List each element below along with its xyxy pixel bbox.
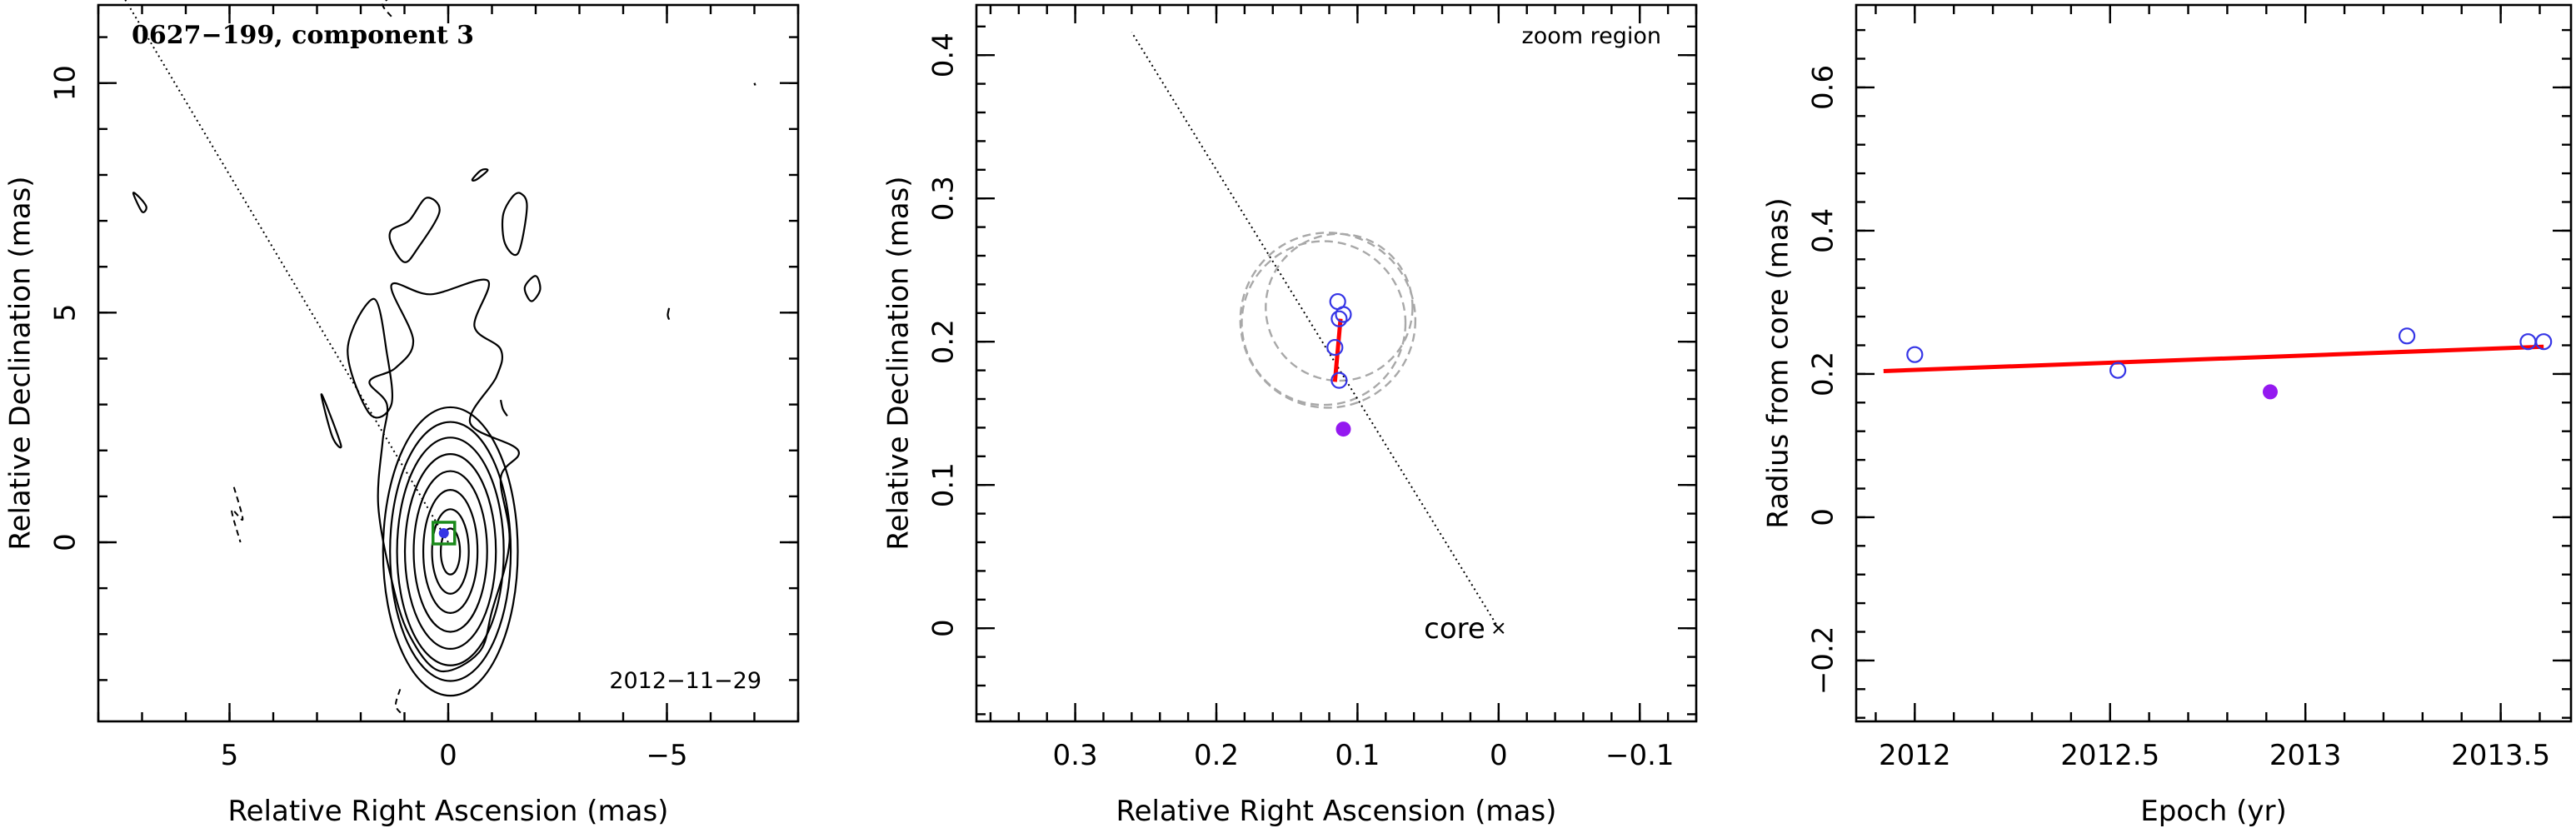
open-point [2109,362,2127,379]
jet-contour [347,297,394,419]
component-dot [438,527,449,538]
panel2-frame [975,3,1698,723]
x-tick-label: 2012 [1879,739,1951,772]
jet-contour [368,278,520,673]
panel1-frame [97,3,800,723]
x-tick-label: 5 [221,739,239,772]
ridge-line [1131,32,1500,629]
negative-contour [394,689,403,716]
open-point [2398,327,2416,345]
panel-contour-map: 5 0 −5 0 5 10 0627−199, component 3 2012−11−2… [4,0,800,828]
panel1-ylabel: Relative Declination (mas) [4,176,37,550]
core-contour [412,470,488,633]
negative-contour [382,0,392,17]
core-contour [396,436,505,666]
y-tick-label: 0 [49,533,82,551]
y-tick-label: 0.4 [1807,208,1840,253]
fit-segment [1332,318,1343,382]
y-tick-label: 0.2 [1807,352,1840,397]
jet-contour [471,167,489,182]
ridge-line-layer [1131,32,1500,629]
error-circle [1241,240,1407,407]
y-tick-label: 0 [927,619,961,637]
x-tick-label: 2013.5 [2451,739,2550,772]
points-layer [1906,327,2553,400]
open-point [1326,338,1344,357]
error-circle [1239,232,1417,409]
points-layer [1326,292,1352,437]
jet-contour [501,192,528,257]
panel2-ticks: 0.3 0.2 0.1 0 −0.1 0 0.1 0.2 0.3 0.4 [927,5,1698,772]
component-marker-layer [432,521,457,546]
core-contour [439,527,462,576]
core-marker-layer [1493,622,1505,634]
panel3-frame [1855,3,2573,723]
error-circles-layer [1239,232,1417,409]
x-tick-label: 0 [439,739,457,772]
panel2-xlabel: Relative Right Ascension (mas) [1116,795,1557,828]
ridge-line-layer [124,0,449,543]
panel1-ticks: 5 0 −5 0 5 10 [49,5,800,772]
y-tick-label: 5 [49,304,82,322]
jet-contour [523,275,542,302]
negative-contour [231,486,244,543]
fit-segment-layer [1332,318,1343,382]
y-tick-label: −0.2 [1807,626,1840,696]
filled-point [2262,384,2278,400]
contour-layer [132,0,756,716]
jet-contour [132,192,147,213]
open-point [1330,372,1348,389]
panel-radius-vs-epoch: 2012 2012.5 2013 2013.5 −0.2 0 0.2 0.4 0.6 Epoch… [1762,3,2573,828]
ridge-line [124,0,449,543]
panel-zoom-region: 0.3 0.2 0.1 0 −0.100.10.20.30.4 zoom region … [882,3,1698,828]
core-label: core [1424,612,1485,646]
jet-contour [753,82,756,86]
panel2-zoom-annotation: zoom region [1522,23,1661,49]
component-box-marker [432,521,457,546]
open-point [1330,310,1348,327]
panel3-ticks: 2012 2012.5 2013 2013.5 −0.2 0 0.2 0.4 0.6 [1807,5,2571,772]
x-tick-label: 2012.5 [2060,739,2159,772]
open-point [2535,333,2553,351]
x-tick-label: 2013 [2269,739,2342,772]
x-tick-label: 0.3 [1053,739,1098,772]
core-contour [422,489,479,614]
fit-line [1883,344,2544,373]
jet-contour [499,399,508,417]
core-contour [431,508,470,595]
core-contour [382,406,519,697]
y-tick-label: 0.3 [927,176,961,221]
error-circle [1265,232,1414,382]
filled-point [1335,421,1351,437]
jet-contour [320,393,342,449]
panel3-ylabel: Radius from core (mas) [1762,197,1795,528]
x-tick-label: −5 [646,739,687,772]
fit-line-layer [1883,344,2544,373]
core-contour [389,421,512,682]
y-tick-label: 0.1 [927,462,961,507]
core-cross-b [1493,622,1505,634]
open-point [1329,292,1346,311]
y-tick-label: 0.4 [927,32,961,77]
x-tick-label: −0.1 [1605,739,1675,772]
panel2-ylabel: Relative Declination (mas) [882,176,916,550]
panel3-xlabel: Epoch (yr) [2140,795,2287,828]
y-tick-label: 10 [49,65,82,101]
x-tick-label: 0.1 [1335,739,1380,772]
core-contour [403,453,497,650]
panel1-title: 0627−199, component 3 [132,21,474,50]
jet-contour [666,307,671,320]
panel1-date-label: 2012−11−29 [609,668,761,694]
jet-contour [388,197,441,263]
y-tick-label: 0.6 [1807,65,1840,110]
open-point [1906,346,1924,363]
y-tick-label: 0 [1807,508,1840,526]
x-tick-label: 0 [1490,739,1508,772]
panel1-xlabel: Relative Right Ascension (mas) [228,795,669,828]
x-tick-label: 0.2 [1194,739,1239,772]
y-tick-label: 0.2 [927,319,961,364]
